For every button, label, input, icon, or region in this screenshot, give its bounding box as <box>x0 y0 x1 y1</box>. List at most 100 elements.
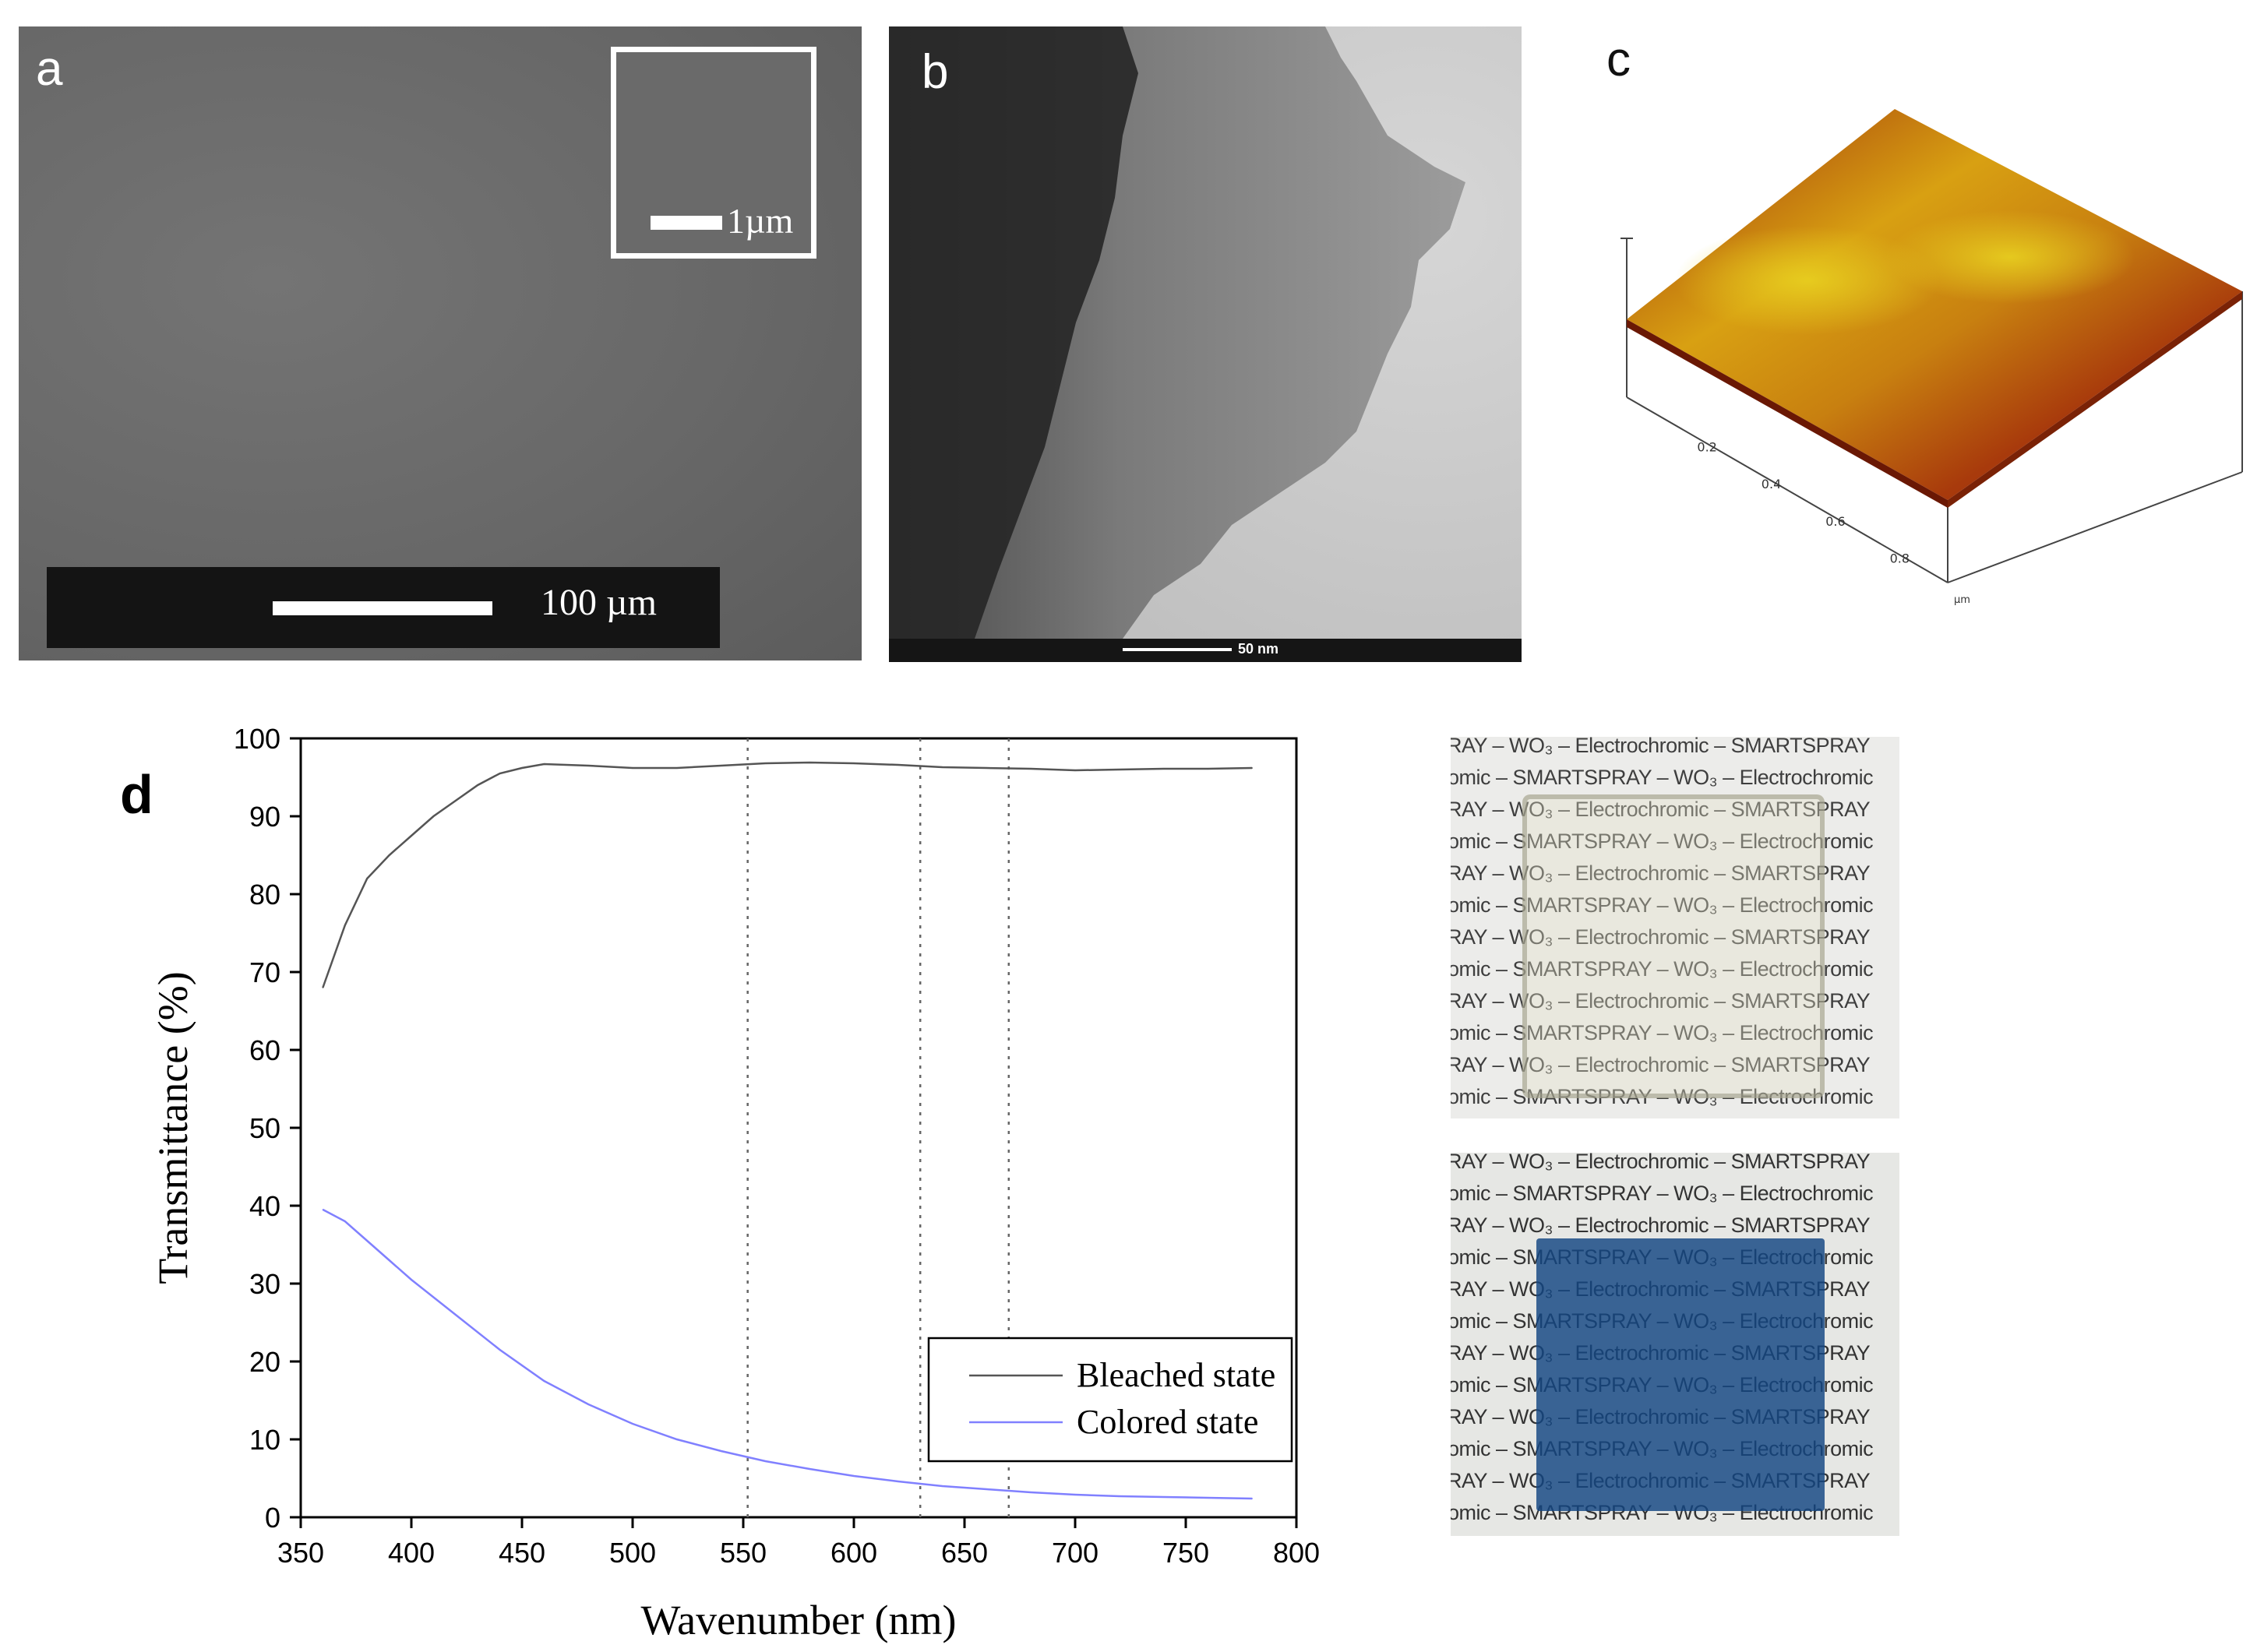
data-point <box>809 1468 810 1470</box>
y-tick-label: 80 <box>249 879 280 911</box>
tem-scale-label: 50 nm <box>1238 641 1279 657</box>
watermark-text-row: SPRAY – WO₃ – Electrochromic – SMARTSPRA… <box>1451 925 1871 949</box>
y-tick-label: 50 <box>249 1112 280 1144</box>
watermark-text-row: SPRAY – WO₃ – Electrochromic – SMARTSPRA… <box>1451 989 1871 1013</box>
data-point <box>411 835 412 837</box>
transmittance-chart: 0 10 20 30 40 50 60 70 80 90 100 350 400 450 500 550 600… <box>120 723 1320 1643</box>
legend-label: Bleached state <box>1077 1356 1275 1394</box>
watermark-text-row: SPRAY – WO₃ – Electrochromic – SMARTSPRA… <box>1451 737 1871 757</box>
data-point <box>366 1240 369 1242</box>
panel-b-label: b <box>922 45 949 99</box>
series-line <box>322 1208 1253 1500</box>
photo-colored-film: SPRAY – WO₃ – Electrochromic – SMARTSPRA… <box>1451 1153 1899 1536</box>
data-point <box>344 1221 346 1222</box>
data-point <box>477 784 478 786</box>
data-point <box>1030 1492 1032 1493</box>
x-tick-label: 600 <box>831 1537 877 1569</box>
legend-label: Colored state <box>1077 1403 1258 1441</box>
data-point <box>1074 1494 1076 1495</box>
panel-d-label: d <box>120 764 153 825</box>
data-point <box>455 800 457 801</box>
y-tick-label: 30 <box>249 1268 280 1300</box>
legend-box <box>927 1337 1293 1463</box>
data-point <box>432 815 435 817</box>
data-point <box>632 1423 633 1425</box>
data-point <box>986 1488 988 1490</box>
data-point <box>720 1450 722 1452</box>
data-point <box>411 1279 412 1280</box>
y-tick-label: 10 <box>249 1424 280 1456</box>
data-point <box>1251 1498 1253 1499</box>
y-tick-label: 60 <box>249 1034 280 1066</box>
data-point <box>322 987 324 988</box>
y-tick-label: 90 <box>249 801 280 833</box>
tem-scale-bar <box>1123 648 1232 651</box>
x-tick-label: 550 <box>720 1537 767 1569</box>
data-point <box>587 1404 589 1405</box>
data-point <box>898 1481 899 1482</box>
y-tick-label: 100 <box>234 723 280 755</box>
data-point <box>344 925 346 926</box>
afm-tick-label: 0.2 <box>1697 440 1716 455</box>
x-tick-label: 800 <box>1273 1537 1320 1569</box>
x-tick-label: 350 <box>277 1537 324 1569</box>
data-point <box>521 767 523 769</box>
data-point <box>587 765 589 766</box>
data-point <box>1207 1497 1209 1499</box>
data-point <box>499 773 501 774</box>
data-point <box>388 1259 390 1261</box>
watermark-text-row: SPRAY – WO₃ – Electrochromic – SMARTSPRA… <box>1451 1053 1871 1076</box>
panel-d-chart: 0 10 20 30 40 50 60 70 80 90 100 350 400 450 500 550 600… <box>86 693 1410 1652</box>
x-tick-label: 400 <box>388 1537 435 1569</box>
inset-scale-label: 1µm <box>727 201 794 241</box>
data-point <box>676 767 678 769</box>
afm-tick-label: 0.8 <box>1890 551 1910 565</box>
data-point <box>853 763 855 764</box>
watermark-text-row: chromic – SMARTSPRAY – WO₃ – Electrochro… <box>1451 957 1874 981</box>
data-point <box>853 1475 855 1477</box>
watermark-text-row: SPRAY – WO₃ – Electrochromic – SMARTSPRA… <box>1451 798 1871 821</box>
y-tick-label: 70 <box>249 956 280 988</box>
afm-tick-label: 0.6 <box>1825 514 1845 529</box>
data-point <box>322 1209 324 1210</box>
sem-scalebar-strip: 100 µm <box>47 567 720 648</box>
data-point <box>898 764 899 766</box>
afm-3d-plot: 0.2 0.4 0.6 0.8 µm <box>1620 109 2243 606</box>
bleached-glass-sample <box>1522 794 1825 1098</box>
data-point <box>543 763 545 765</box>
y-axis-label: Transmittance (%) <box>150 971 196 1284</box>
data-point <box>1162 1496 1165 1498</box>
watermark-text-row: chromic – SMARTSPRAY – WO₃ – Electrochro… <box>1451 1182 1874 1205</box>
x-tick-label: 650 <box>941 1537 988 1569</box>
data-point <box>764 763 767 764</box>
panel-b-tem-image: b 50 nm <box>889 26 1522 662</box>
photo-bleached-film: SPRAY – WO₃ – Electrochromic – SMARTSPRA… <box>1451 737 1899 1118</box>
data-point <box>764 1460 767 1462</box>
watermark-text-row: SPRAY – WO₃ – Electrochromic – SMARTSPRA… <box>1451 1213 1871 1237</box>
data-point <box>941 1485 943 1487</box>
data-point <box>455 1314 457 1316</box>
x-tick-label: 700 <box>1052 1537 1099 1569</box>
x-tick-label: 500 <box>609 1537 656 1569</box>
data-point <box>986 767 988 769</box>
y-tick-label: 40 <box>249 1190 280 1222</box>
data-point <box>543 1380 545 1382</box>
data-point <box>1119 769 1120 770</box>
tem-scalebar-strip: 50 nm <box>889 639 1522 662</box>
data-point <box>1162 768 1165 770</box>
panel-a-label: a <box>36 42 63 96</box>
colored-glass-sample <box>1536 1238 1825 1511</box>
panel-c-label: c <box>1606 33 1631 86</box>
watermark-text-row: SPRAY – WO₃ – Electrochromic – SMARTSPRA… <box>1451 1153 1871 1173</box>
x-tick-label: 450 <box>499 1537 545 1569</box>
data-point <box>941 766 943 768</box>
watermark-text-row: chromic – SMARTSPRAY – WO₃ – Electrochro… <box>1451 1021 1874 1044</box>
data-point <box>809 762 810 763</box>
sem-inset: 1µm <box>611 47 816 259</box>
x-axis-label: Wavenumber (nm) <box>641 1597 957 1643</box>
data-point <box>720 765 722 766</box>
afm-axis-unit: µm <box>1954 594 1970 606</box>
inset-scale-bar <box>651 216 722 230</box>
afm-tick-label: 0.4 <box>1762 477 1781 491</box>
x-tick-label: 750 <box>1162 1537 1209 1569</box>
